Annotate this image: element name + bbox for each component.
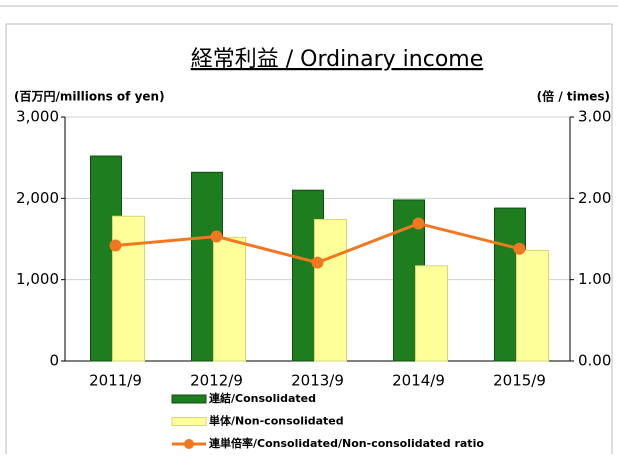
- line-marker: [210, 230, 223, 243]
- legend-label: 連単倍率/Consolidated/Non-consolidated ratio: [209, 436, 484, 450]
- y-tick-label: 0: [49, 352, 59, 370]
- frame: [5, 23, 613, 458]
- y-tick-label: 2,000: [16, 189, 59, 207]
- x-tick-label: 2015/9: [493, 372, 546, 390]
- x-tick-label: 2013/9: [291, 372, 344, 390]
- legend-swatch: [184, 439, 194, 449]
- line-marker: [412, 217, 425, 230]
- legend-label: 単体/Non-consolidated: [209, 414, 344, 428]
- bar: [112, 215, 145, 362]
- x-tick-label: 2012/9: [190, 372, 243, 390]
- x-tick-label: 2011/9: [89, 372, 142, 390]
- y2-axis-label: (倍 / times): [537, 89, 610, 104]
- legend-swatch: [171, 417, 207, 426]
- y2-tick-label: 0.00: [578, 352, 611, 370]
- legend-swatch: [171, 394, 207, 404]
- line-marker: [109, 239, 122, 252]
- bar: [314, 218, 347, 362]
- y-axis-label: (百万円/millions of yen): [14, 90, 165, 104]
- legend-label: 連結/Consolidated: [209, 391, 316, 405]
- line-marker: [513, 242, 526, 255]
- bar: [415, 265, 448, 362]
- y2-tick-label: 2.00: [578, 189, 611, 207]
- y-tick-label: 3,000: [16, 108, 59, 126]
- y2-tick-label: 3.00: [578, 108, 611, 126]
- x-tick-label: 2014/9: [392, 372, 445, 390]
- y2-tick-label: 1.00: [578, 270, 611, 288]
- bar: [213, 236, 246, 362]
- y-tick-label: 1,000: [16, 270, 59, 288]
- bar: [516, 249, 549, 362]
- chart-title: 経常利益 / Ordinary income: [191, 47, 484, 72]
- line-marker: [311, 256, 324, 269]
